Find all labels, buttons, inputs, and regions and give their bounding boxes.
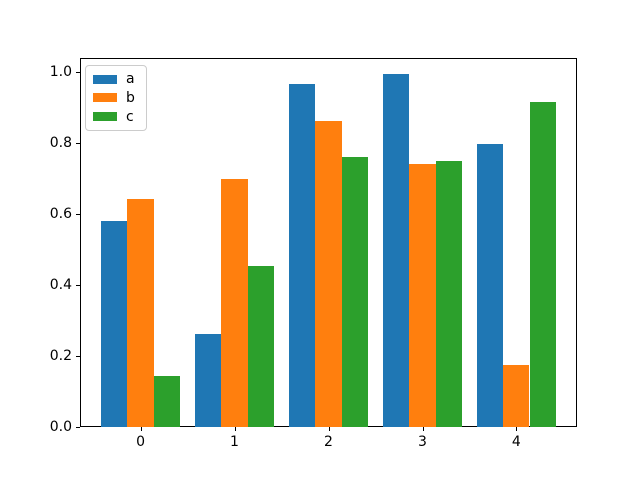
- y-tick-label: 0.4: [49, 276, 72, 293]
- x-tick-label: 0: [136, 434, 146, 450]
- y-tick-mark: [76, 142, 80, 144]
- bar-series-c-cat-1: [247, 265, 274, 427]
- x-tick-mark: [422, 427, 424, 431]
- y-tick-label: 0.0: [49, 419, 72, 435]
- bar-series-b-cat-1: [221, 179, 248, 427]
- y-tick-label: 0.2: [49, 348, 72, 364]
- legend-entry-c: c: [93, 110, 139, 124]
- x-tick-mark: [516, 427, 518, 431]
- bar-series-c-cat-4: [529, 102, 556, 427]
- legend-label: c: [126, 108, 134, 125]
- bar-series-c-cat-0: [153, 375, 181, 427]
- y-tick-mark: [76, 427, 80, 428]
- bar-series-a-cat-2: [289, 83, 316, 427]
- legend-swatch-icon: [93, 74, 117, 84]
- x-tick-label: 3: [418, 434, 427, 450]
- y-tick-mark: [76, 284, 80, 286]
- bar-series-c-cat-3: [435, 160, 462, 427]
- bar-series-b-cat-2: [315, 120, 342, 427]
- legend-swatch-icon: [93, 112, 117, 122]
- legend-entry-b: b: [93, 91, 139, 105]
- y-tick-label: 0.8: [49, 134, 72, 151]
- legend-entry-a: a: [93, 72, 139, 86]
- x-tick-mark: [328, 427, 330, 431]
- y-tick-mark: [76, 213, 80, 215]
- bar-series-b-cat-4: [503, 364, 530, 427]
- bar-series-a-cat-3: [383, 74, 410, 427]
- bar-series-b-cat-3: [409, 164, 436, 427]
- y-tick-mark: [76, 356, 80, 357]
- legend-label: a: [126, 71, 135, 88]
- x-tick-label: 4: [511, 434, 521, 450]
- legend-swatch-icon: [93, 93, 117, 103]
- y-tick-label: 0.6: [49, 205, 72, 222]
- bar-series-a-cat-0: [101, 220, 128, 427]
- x-tick-label: 2: [324, 434, 333, 450]
- x-tick-label: 1: [230, 434, 239, 450]
- y-tick-label: 1.0: [49, 63, 72, 80]
- bar-series-b-cat-0: [127, 199, 154, 427]
- bar-series-a-cat-1: [195, 334, 222, 427]
- x-tick-mark: [140, 427, 142, 431]
- x-tick-mark: [234, 427, 236, 431]
- legend-label: b: [126, 89, 135, 106]
- bar-series-a-cat-4: [476, 143, 504, 427]
- bar-series-c-cat-2: [341, 157, 368, 427]
- y-tick-mark: [76, 71, 80, 73]
